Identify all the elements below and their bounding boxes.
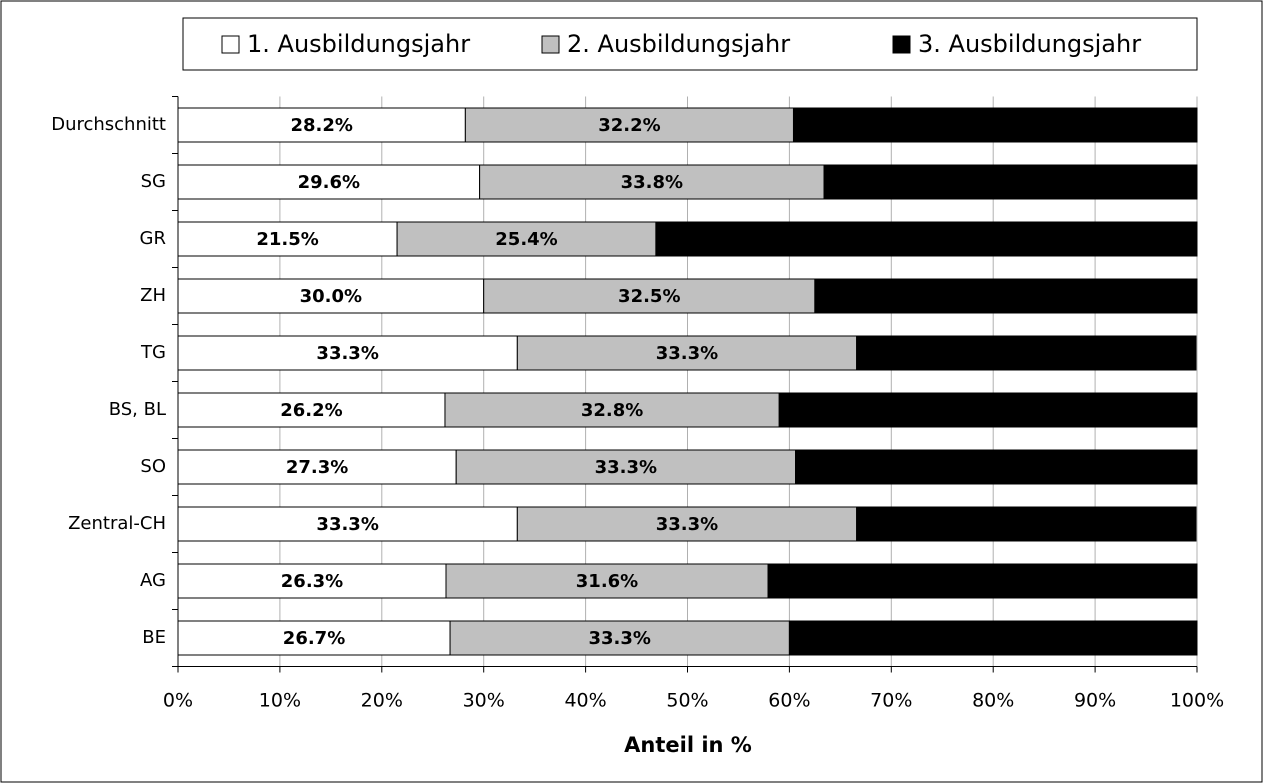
bar-segment: [177, 107, 466, 143]
value-label: 26.7%: [283, 628, 345, 649]
x-tick-label: 70%: [870, 690, 912, 712]
bar-segment: [814, 278, 1198, 314]
value-label: 39.6%: [964, 115, 1026, 136]
value-label: 33.3%: [595, 457, 657, 478]
value-label: 25.4%: [495, 229, 557, 250]
legend-label: 2. Ausbildungsjahr: [567, 30, 790, 58]
x-tick-label: 30%: [463, 690, 505, 712]
legend-box: [182, 17, 1198, 71]
bar-segment: [177, 278, 485, 314]
value-label: 26.2%: [280, 400, 342, 421]
bar-segment: [516, 335, 858, 371]
value-label: 32.5%: [618, 286, 680, 307]
x-tick-label: 90%: [1074, 690, 1116, 712]
bar-segment: [778, 392, 1198, 428]
y-tick-label: BE: [142, 627, 166, 648]
bar-segment: [788, 620, 1198, 656]
value-label: 33.3%: [316, 343, 378, 364]
x-tick-label: 60%: [768, 690, 810, 712]
y-tick-label: ZH: [140, 285, 166, 306]
value-label: 33.3%: [995, 514, 1057, 535]
value-label: 33.8%: [621, 172, 683, 193]
legend-label: 1. Ausbildungsjahr: [247, 30, 470, 58]
bar-segment: [396, 221, 657, 257]
value-label: 33.3%: [995, 343, 1057, 364]
y-tick-label: GR: [140, 228, 166, 249]
x-tick-label: 100%: [1170, 690, 1224, 712]
value-label: 33.3%: [316, 514, 378, 535]
value-label: 32.2%: [598, 115, 660, 136]
value-label: 21.5%: [256, 229, 318, 250]
y-tick-label: AG: [140, 570, 166, 591]
value-label: 29.6%: [298, 172, 360, 193]
legend-swatch: [221, 35, 240, 54]
bar-segment: [516, 506, 858, 542]
bar-segment: [479, 164, 825, 200]
y-tick-label: SG: [141, 171, 166, 192]
bar-segment: [795, 449, 1198, 485]
x-tick-label: 40%: [564, 690, 606, 712]
x-tick-label: 20%: [361, 690, 403, 712]
bar-segment: [177, 620, 451, 656]
value-label: 53.1%: [895, 229, 957, 250]
bar-segment: [177, 506, 518, 542]
legend-swatch: [892, 35, 911, 54]
bar-segment: [444, 392, 780, 428]
x-axis-title: Anteil in %: [624, 733, 752, 757]
bar-segment: [445, 563, 769, 599]
value-label: 37.5%: [975, 286, 1037, 307]
value-label: 30.0%: [300, 286, 362, 307]
value-label: 42.1%: [951, 571, 1013, 592]
legend-swatch: [541, 35, 560, 54]
y-tick-label: BS, BL: [109, 399, 166, 420]
value-label: 39.4%: [965, 457, 1027, 478]
bar-segment: [449, 620, 790, 656]
value-label: 26.3%: [281, 571, 343, 592]
value-label: 33.3%: [589, 628, 651, 649]
legend-label: 3. Ausbildungsjahr: [918, 30, 1141, 58]
value-label: 28.2%: [290, 115, 352, 136]
y-tick-label: Durchschnitt: [51, 114, 166, 135]
y-tick-label: TG: [140, 342, 166, 363]
bar-segment: [177, 335, 518, 371]
bar-segment: [856, 335, 1197, 371]
bar-segment: [767, 563, 1198, 599]
y-tick-label: Zentral-CH: [68, 513, 166, 534]
x-tick-label: 10%: [259, 690, 301, 712]
y-tick-label: SO: [140, 456, 166, 477]
value-label: 41.0%: [957, 400, 1019, 421]
bar-segment: [177, 392, 446, 428]
value-label: 31.6%: [576, 571, 638, 592]
x-tick-label: 50%: [666, 690, 708, 712]
bar-segment: [464, 107, 794, 143]
x-tick-label: 80%: [972, 690, 1014, 712]
x-tick-label: 0%: [163, 690, 193, 712]
value-label: 40.0%: [962, 628, 1024, 649]
bar-segment: [655, 221, 1198, 257]
value-label: 27.3%: [286, 457, 348, 478]
bar-segment: [856, 506, 1197, 542]
value-label: 36.6%: [979, 172, 1041, 193]
value-label: 32.8%: [581, 400, 643, 421]
value-label: 33.3%: [656, 343, 718, 364]
bar-segment: [823, 164, 1198, 200]
bar-segment: [455, 449, 797, 485]
value-label: 33.3%: [656, 514, 718, 535]
bar-segment: [792, 107, 1198, 143]
bar-segment: [483, 278, 816, 314]
